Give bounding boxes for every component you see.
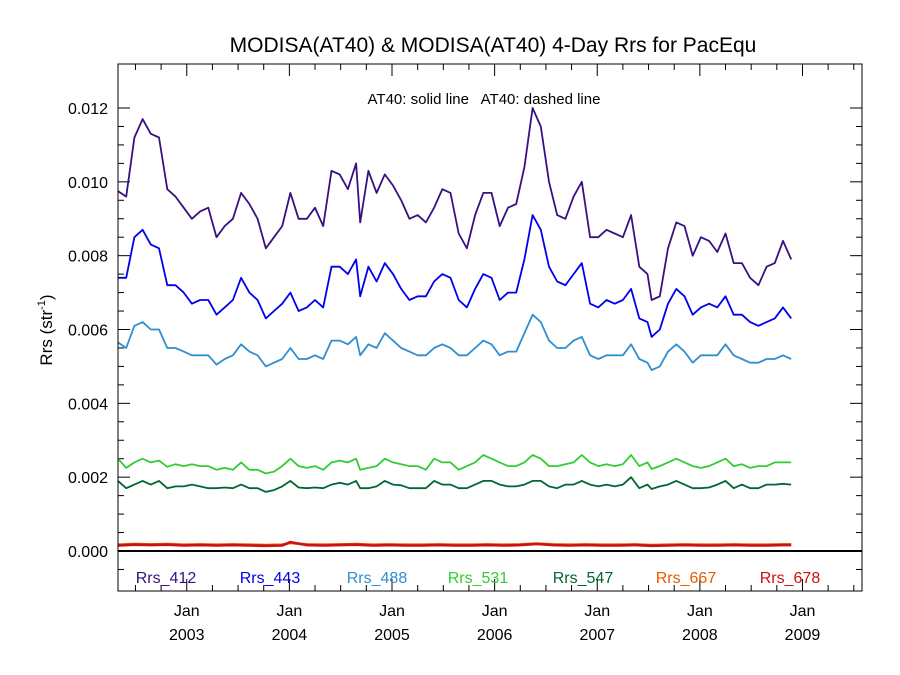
x-tick-year: 2005 <box>374 627 410 644</box>
x-tick-month: Jan <box>584 603 610 620</box>
y-tick-label: 0.010 <box>68 175 108 192</box>
x-tick-year: 2003 <box>169 627 205 644</box>
legend-item-rrs_443: Rrs_443 <box>240 570 301 587</box>
x-tick-month: Jan <box>790 603 816 620</box>
series-line-rrs_443 <box>118 214 792 338</box>
x-tick-year: 2007 <box>579 627 615 644</box>
line-style-annotation: AT40: solid line AT40: dashed line <box>368 91 601 108</box>
series-line-rrs_678 <box>117 540 792 548</box>
x-axis-ticks: Jan 2003 Jan 2004 Jan 2005 Jan 2006 Jan 2007 Jan 20… <box>134 64 855 644</box>
y-tick-label: 0.008 <box>68 249 108 266</box>
x-tick-year: 2009 <box>785 627 821 644</box>
legend-item-rrs_412: Rrs_412 <box>136 570 197 587</box>
legend: Rrs_412 Rrs_443 Rrs_488 Rrs_531 Rrs_547 Rrs_6… <box>136 570 821 587</box>
legend-item-rrs_531: Rrs_531 <box>448 570 509 587</box>
y-axis-label-end: ) <box>37 294 56 300</box>
series-line-rrs_488 <box>117 313 792 372</box>
y-tick-label: 0.004 <box>68 396 108 413</box>
series-line-rrs_531 <box>117 454 792 475</box>
y-axis-label-superscript: -1 <box>36 300 48 310</box>
y-tick-label: 0.000 <box>68 544 108 561</box>
x-tick-month: Jan <box>276 603 302 620</box>
y-tick-label: 0.002 <box>68 470 108 487</box>
x-tick-year: 2006 <box>477 627 513 644</box>
series-lines <box>117 107 862 552</box>
y-tick-label: 0.006 <box>68 323 108 340</box>
x-tick-month: Jan <box>687 603 713 620</box>
y-axis-label-main: Rrs (str <box>37 310 56 366</box>
chart-title: MODISA(AT40) & MODISA(AT40) 4-Day Rrs fo… <box>230 34 757 57</box>
legend-item-rrs_547: Rrs_547 <box>553 570 614 587</box>
plot-frame <box>117 63 863 592</box>
x-tick-month: Jan <box>482 603 508 620</box>
x-tick-month: Jan <box>174 603 200 620</box>
x-tick-year: 2008 <box>682 627 718 644</box>
legend-item-rrs_667: Rrs_667 <box>656 570 717 587</box>
legend-item-rrs_488: Rrs_488 <box>347 570 408 587</box>
x-tick-year: 2004 <box>272 627 308 644</box>
y-axis-ticks: 0.000 0.002 0.004 0.006 0.008 0.010 0.012 <box>68 101 862 570</box>
x-tick-month: Jan <box>379 603 405 620</box>
legend-item-rrs_678: Rrs_678 <box>760 570 821 587</box>
y-tick-label: 0.012 <box>68 101 108 118</box>
series-line-rrs_547 <box>117 476 792 493</box>
y-axis-label: Rrs (str-1) <box>36 294 56 365</box>
series-line-rrs_412 <box>117 107 793 301</box>
